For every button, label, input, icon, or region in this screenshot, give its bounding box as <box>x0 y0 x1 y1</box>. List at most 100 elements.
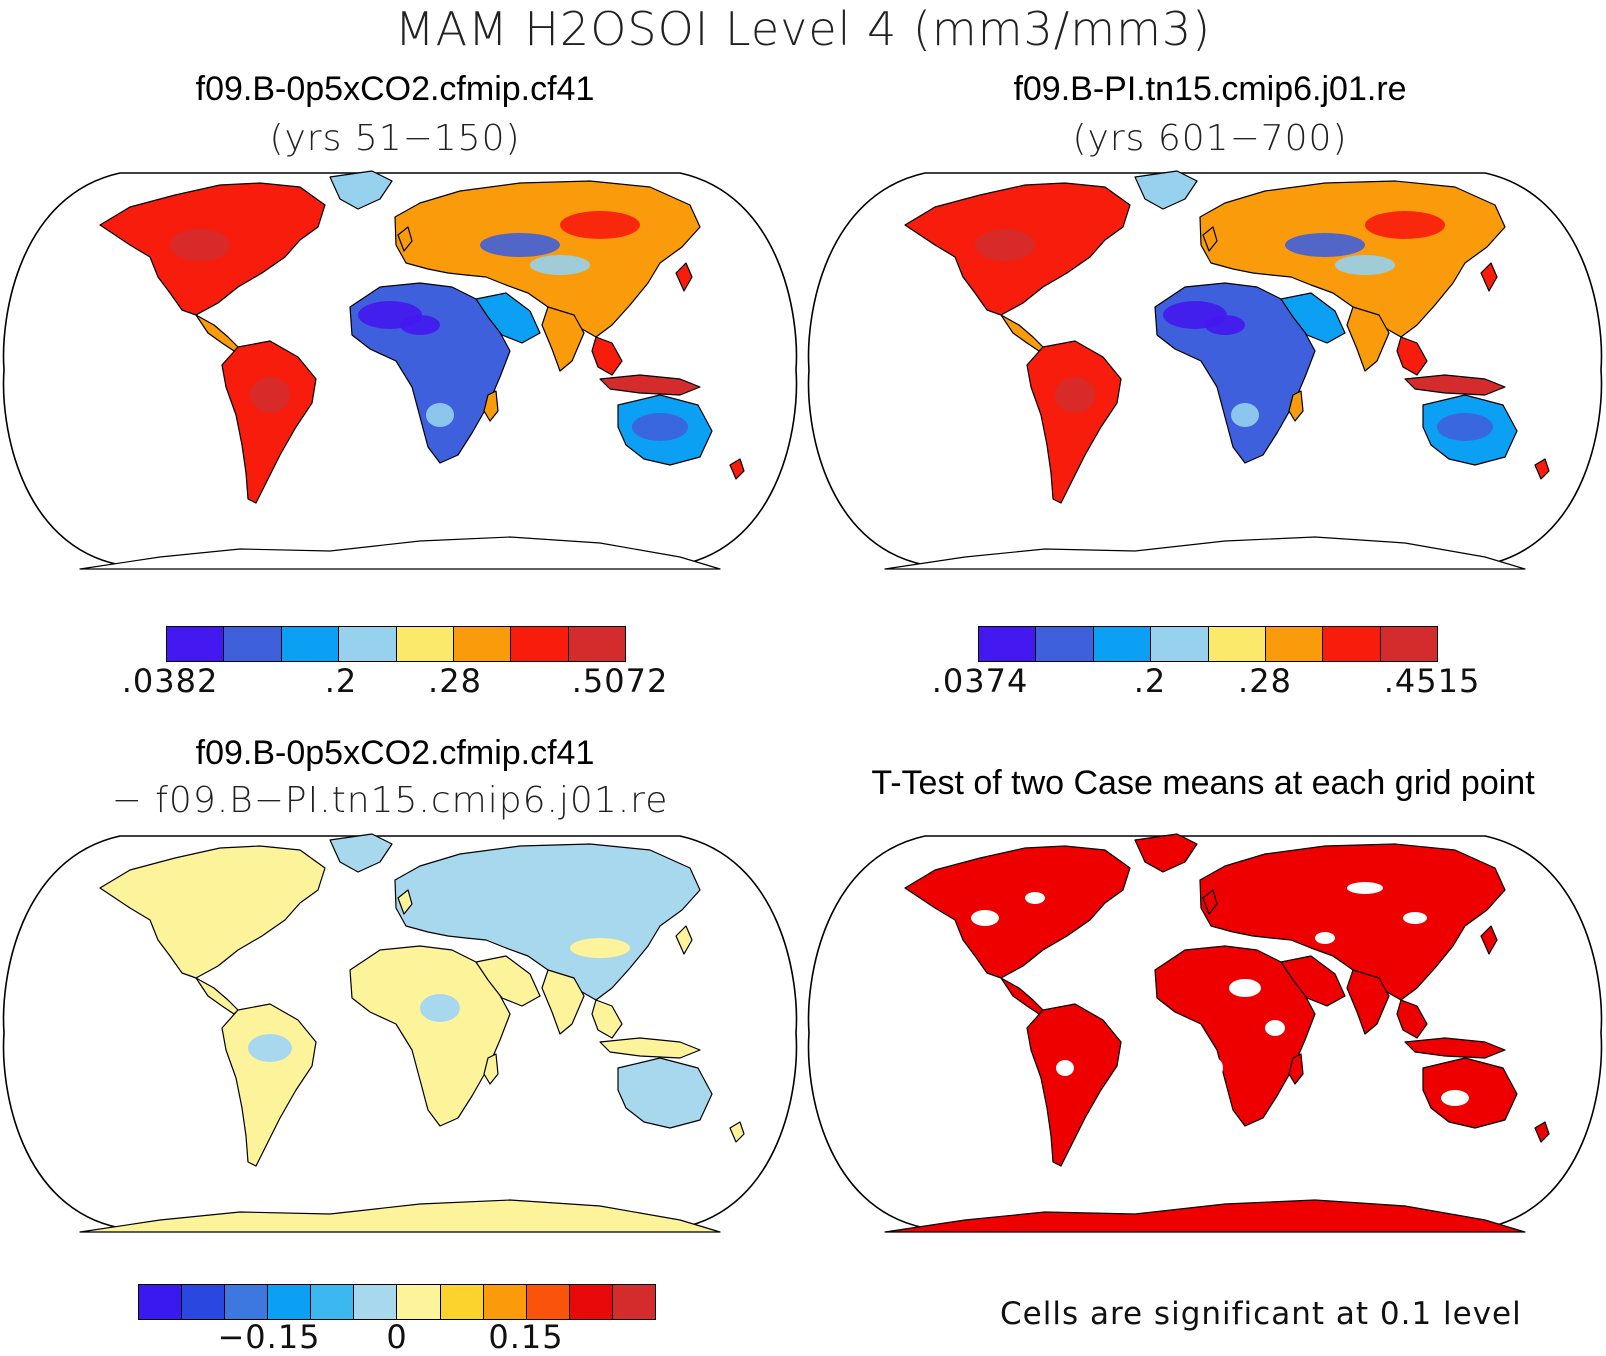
landmass-greenland <box>1134 170 1198 210</box>
insignificant-region-6 <box>1056 1060 1074 1076</box>
landmass-southAmerica <box>221 1003 317 1167</box>
colorbar-box-5 <box>453 627 512 661</box>
landmass-northAmerica <box>904 845 1131 979</box>
landmass-greenland <box>329 170 393 210</box>
diff-region-2 <box>570 938 630 958</box>
landmass-southAmerica <box>221 340 317 504</box>
landmass-uk <box>1202 889 1218 915</box>
panel-tl-cbar-label-max: .5072 <box>571 662 669 700</box>
landmass-indonesia <box>1404 374 1506 396</box>
colorbar-box-7 <box>568 627 625 661</box>
panel-tr-map <box>807 170 1603 570</box>
insignificant-region-0 <box>971 910 999 926</box>
colorbar-box-1 <box>224 627 282 661</box>
landmass-madagascar <box>1288 390 1304 422</box>
panel-br-map <box>807 833 1603 1233</box>
panel-bl-case-title: f09.B-0p5xCO2.cfmip.cf41 <box>195 734 595 772</box>
field-region-5 <box>170 229 230 261</box>
colorbar-box-3 <box>339 627 397 661</box>
colorbar-box-3 <box>1151 627 1209 661</box>
page-title: MAM H2OSOI Level 4 (mm3/mm3) <box>394 2 1212 56</box>
field-region-6 <box>1437 413 1493 441</box>
field-region-3 <box>530 255 590 275</box>
insignificant-region-1 <box>1025 892 1045 904</box>
colorbar-box-5 <box>1265 627 1324 661</box>
panel-tr-cbar-label-mid2: .28 <box>1238 662 1292 700</box>
colorbar-box-4 <box>1208 627 1266 661</box>
panel-bl-minus-case: − f09.B−PI.tn15.cmip6.j01.re <box>111 780 669 821</box>
landmass-australia <box>617 1057 713 1129</box>
landmass-arabia <box>475 955 541 1007</box>
panel-tr-colorbar <box>978 626 1438 662</box>
colorbar-box-2 <box>1093 627 1152 661</box>
colorbar-box-1 <box>182 1285 226 1319</box>
panel-tl-cbar-label-mid2: .28 <box>428 662 482 700</box>
colorbar-box-8 <box>483 1285 527 1319</box>
landmass-seAsia <box>591 999 623 1039</box>
landmass-europeAsia <box>1199 843 1506 1001</box>
colorbar-box-6 <box>511 627 569 661</box>
landmass-antarctica <box>79 1199 721 1233</box>
colorbar-box-6 <box>397 1285 441 1319</box>
panel-br-title: T-Test of two Case means at each grid po… <box>871 764 1535 802</box>
panel-tr-cbar-label-mid1: .2 <box>1133 662 1167 700</box>
landmass-australia <box>1422 1057 1518 1129</box>
colorbar-box-4 <box>396 627 454 661</box>
landmass-indonesia <box>599 1037 701 1059</box>
landmass-newZealand <box>729 458 745 480</box>
landmass-seAsia <box>1396 999 1428 1039</box>
panel-bl-cbar-label-zero: 0 <box>386 1318 408 1356</box>
landmass-japan <box>675 925 693 955</box>
field-region-5 <box>975 229 1035 261</box>
colorbar-box-0 <box>979 627 1037 661</box>
insignificant-region-5 <box>1403 912 1427 924</box>
landmass-greenland <box>329 833 393 873</box>
panel-tl-colorbar <box>166 626 626 662</box>
panel-tl-cbar-label-min: .0382 <box>121 662 219 700</box>
panel-tr-cbar-label-min: .0374 <box>931 662 1029 700</box>
panel-bl-cbar-label-pos: 0.15 <box>488 1318 564 1356</box>
insignificant-region-3 <box>1265 1020 1285 1036</box>
landmass-southAmerica <box>1026 1003 1122 1167</box>
landmass-southAmerica <box>1026 340 1122 504</box>
landmass-antarctica <box>884 536 1526 570</box>
landmass-indonesia <box>1404 1037 1506 1059</box>
colorbar-box-7 <box>1380 627 1437 661</box>
landmass-japan <box>1480 262 1498 292</box>
field-region-4 <box>250 377 290 413</box>
landmass-india <box>1346 306 1390 372</box>
landmass-madagascar <box>1288 1053 1304 1085</box>
insignificant-region-4 <box>1347 882 1383 894</box>
landmass-newZealand <box>1534 1121 1550 1143</box>
landmass-uk <box>397 889 413 915</box>
panel-tl-years: (yrs 51−150) <box>269 118 521 159</box>
colorbar-box-2 <box>225 1285 269 1319</box>
landmass-seAsia <box>1396 336 1428 376</box>
landmass-newZealand <box>1534 458 1550 480</box>
colorbar-box-3 <box>268 1285 312 1319</box>
field-region-2 <box>1285 233 1365 257</box>
colorbar-box-6 <box>1323 627 1381 661</box>
panel-br-footnote: Cells are significant at 0.1 level <box>1000 1296 1522 1332</box>
colorbar-box-2 <box>281 627 340 661</box>
colorbar-box-11 <box>612 1285 655 1319</box>
panel-tr-years: (yrs 601−700) <box>1072 118 1348 159</box>
diff-region-1 <box>420 994 460 1022</box>
colorbar-box-10 <box>569 1285 613 1319</box>
landmass-india <box>541 969 585 1035</box>
panel-tl-case-title: f09.B-0p5xCO2.cfmip.cf41 <box>195 70 595 108</box>
field-region-7 <box>560 211 640 239</box>
field-region-4 <box>1055 377 1095 413</box>
colorbar-box-9 <box>526 1285 570 1319</box>
landmass-northAmerica <box>99 845 326 979</box>
landmass-india <box>541 306 585 372</box>
landmass-uk <box>1202 226 1218 252</box>
field-region-8 <box>426 403 454 427</box>
panel-bl-map <box>2 833 798 1233</box>
landmass-madagascar <box>483 390 499 422</box>
field-region-3 <box>1335 255 1395 275</box>
field-region-2 <box>480 233 560 257</box>
panel-tr-case-title: f09.B-PI.tn15.cmip6.j01.re <box>1013 70 1407 108</box>
landmass-arabia <box>475 292 541 344</box>
field-region-7 <box>1365 211 1445 239</box>
